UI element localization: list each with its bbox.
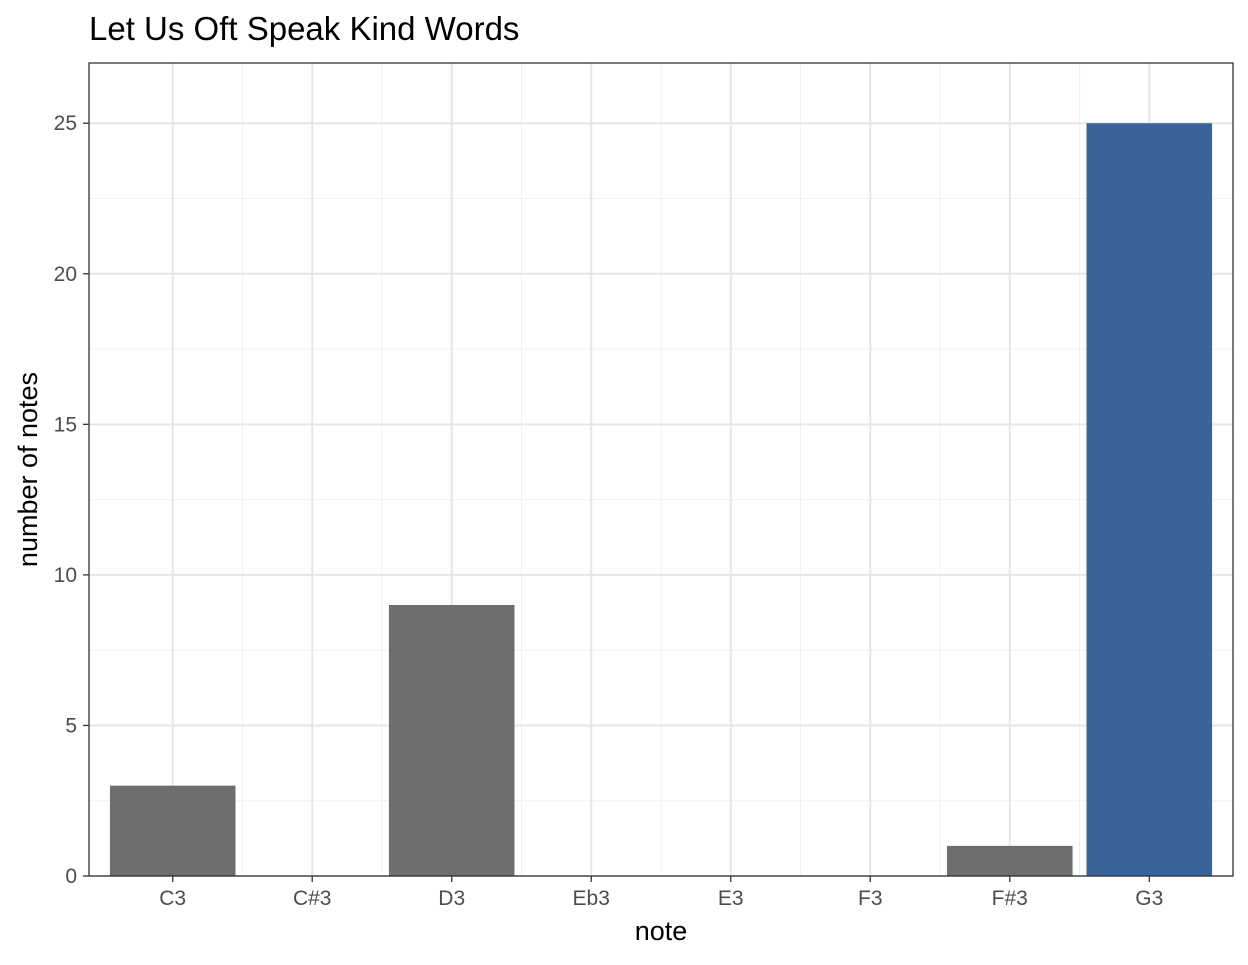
x-tick-label: C3 [159, 887, 186, 910]
x-tick-label: D3 [438, 887, 465, 910]
x-tick-label: E3 [718, 887, 744, 910]
y-tick-label: 15 [54, 413, 77, 436]
bars [109, 123, 1213, 876]
x-tick-label: G3 [1135, 887, 1163, 910]
x-tick-label: F3 [858, 887, 883, 910]
chart-title: Let Us Oft Speak Kind Words [89, 10, 519, 47]
bar-fsharp3 [947, 845, 1073, 876]
y-axis-title: number of notes [13, 372, 43, 567]
y-tick-label: 0 [65, 865, 77, 888]
x-axis-title: note [635, 916, 688, 946]
bar-d3 [388, 605, 515, 876]
y-tick-label: 25 [54, 112, 77, 135]
y-tick-label: 10 [54, 564, 77, 587]
x-tick-label: Eb3 [573, 887, 610, 910]
plot-border [88, 62, 1234, 877]
y-tick-label: 20 [54, 263, 77, 286]
x-tick-label: F#3 [992, 887, 1028, 910]
grid-lines [89, 63, 1233, 877]
x-tick-label: C#3 [293, 887, 332, 910]
bar-c3 [109, 785, 236, 876]
bar-g3 [1086, 123, 1213, 876]
axes: 0 5 10 15 20 25 C3 C#3 D3 Eb3 E3 F3 F#3 G3 [54, 112, 1164, 910]
y-tick-label: 5 [65, 714, 77, 737]
